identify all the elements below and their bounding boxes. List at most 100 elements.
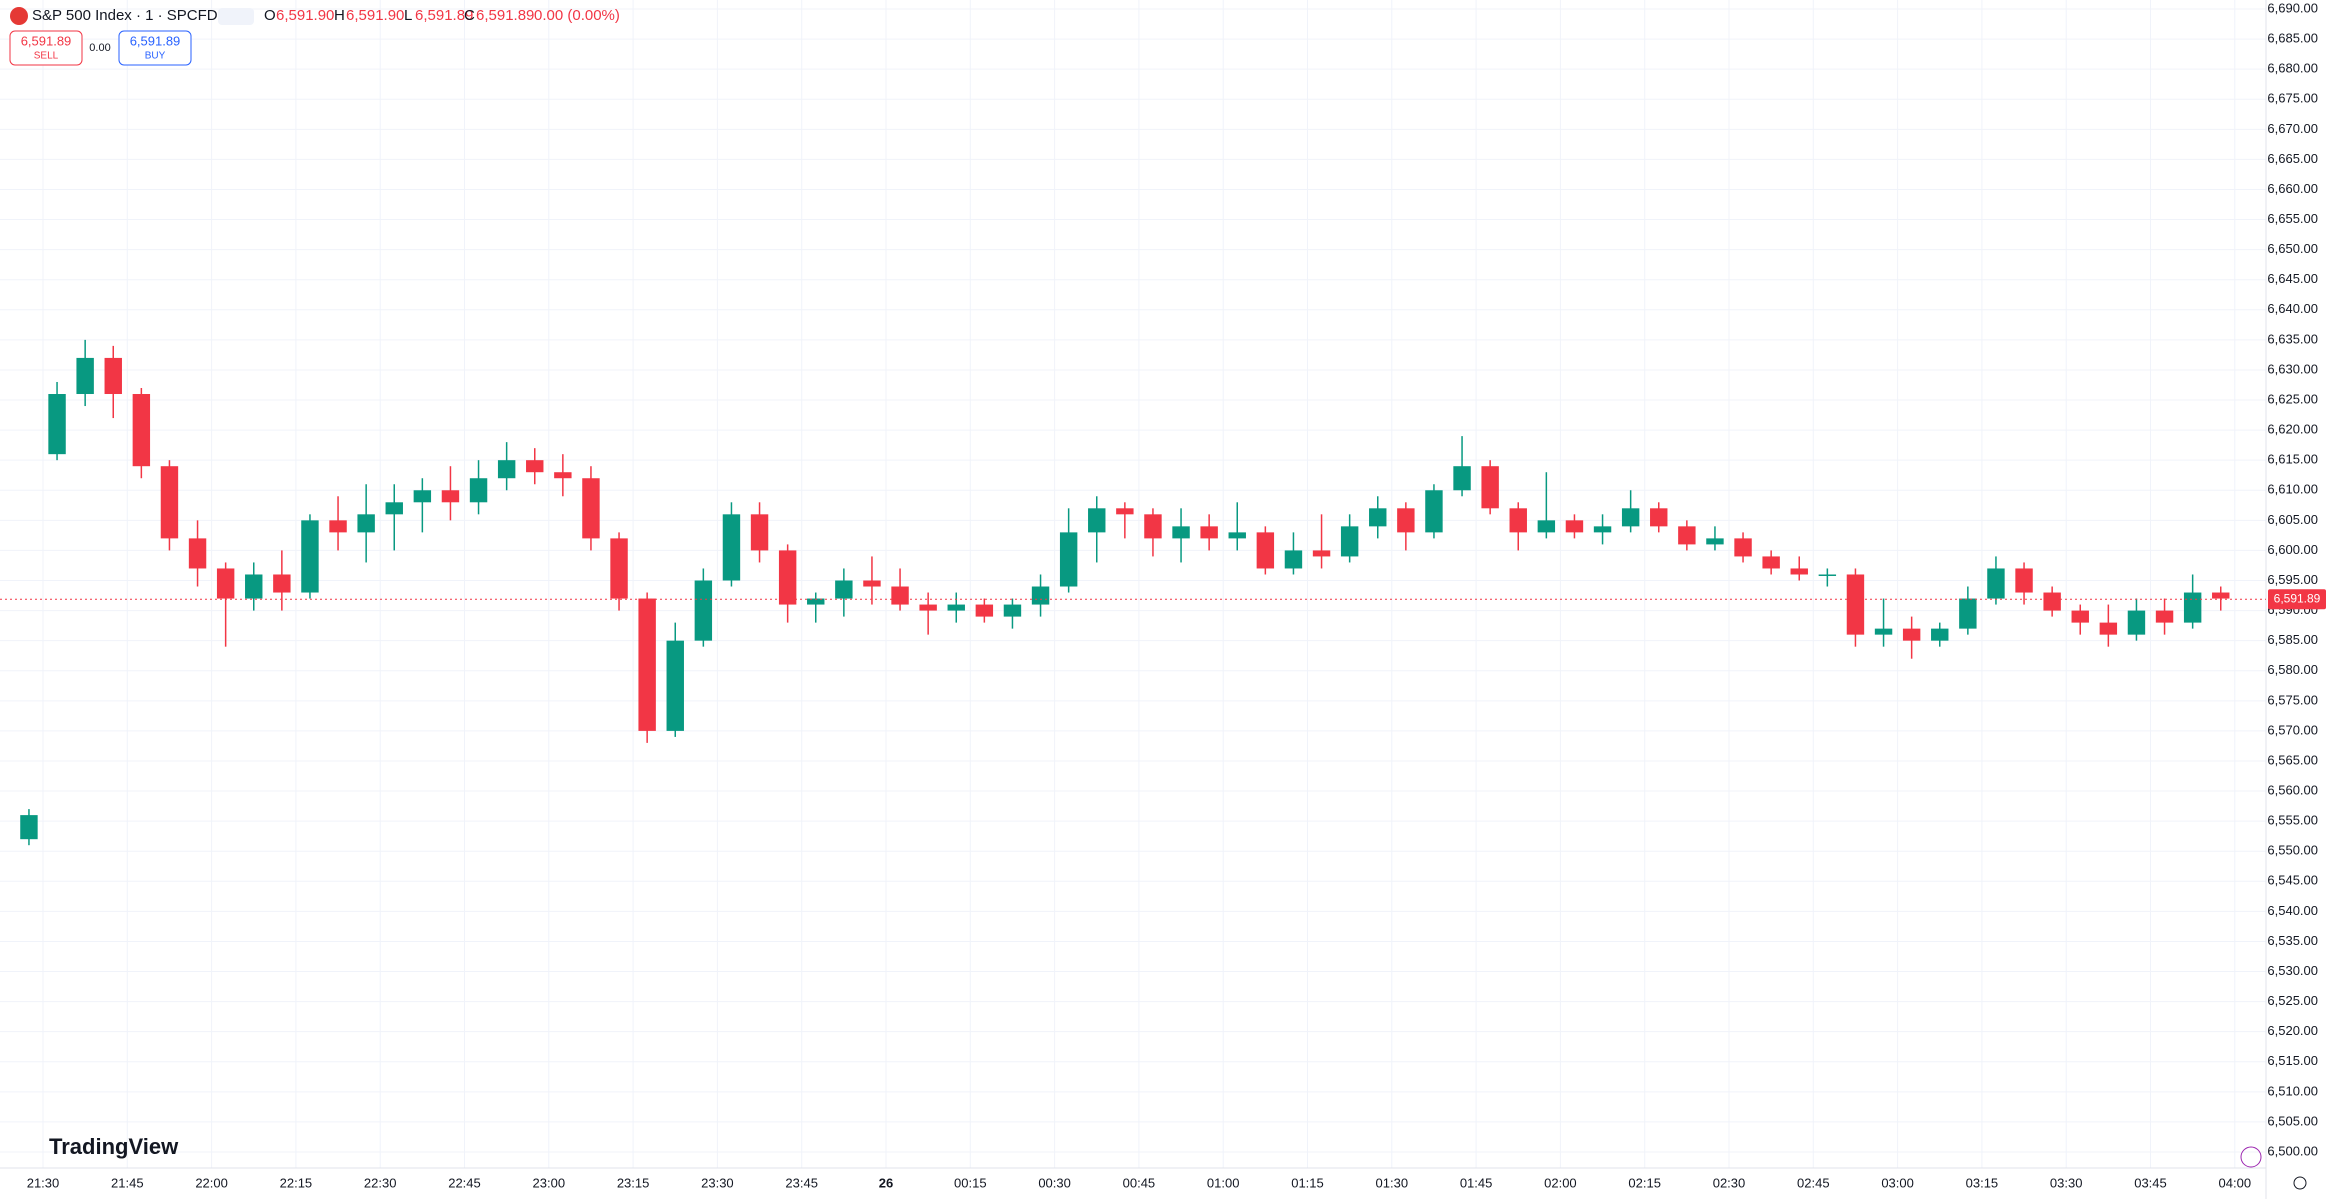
candle-body: [1453, 466, 1471, 491]
x-tick-label: 00:30: [1038, 1175, 1071, 1190]
candle-body: [1509, 508, 1527, 533]
candle-body: [919, 604, 937, 611]
candle-body: [441, 490, 460, 503]
candle-body: [2015, 568, 2033, 593]
candle-body: [1846, 574, 1865, 635]
x-tick-label: 01:30: [1376, 1175, 1409, 1190]
candle-body: [1650, 508, 1668, 527]
candle-body: [638, 598, 656, 731]
candle-body: [1284, 550, 1303, 569]
y-tick-label: 6,660.00: [2267, 181, 2318, 196]
spread: 0.00: [89, 42, 110, 54]
ohlc-h-value: 6,591.90: [346, 7, 404, 24]
candle-body: [722, 514, 741, 581]
x-tick-label: 22:45: [448, 1175, 481, 1190]
y-tick-label: 6,680.00: [2267, 61, 2318, 76]
x-tick-label: 21:45: [111, 1175, 144, 1190]
x-tick-label: 01:00: [1207, 1175, 1240, 1190]
candle-body: [1003, 604, 1022, 617]
candle-body: [2155, 610, 2174, 623]
candle-body: [1931, 628, 1949, 641]
candle-body: [750, 514, 769, 551]
candles: [20, 339, 2230, 846]
candle-body: [1565, 520, 1584, 533]
candle-body: [2071, 610, 2089, 623]
x-tick-label: 01:15: [1291, 1175, 1324, 1190]
candle-body: [778, 550, 797, 605]
y-tick-label: 6,505.00: [2267, 1113, 2318, 1128]
y-tick-label: 6,665.00: [2267, 151, 2318, 166]
candle-body: [2212, 592, 2230, 599]
candle-body: [2127, 610, 2146, 635]
candle-body: [1734, 538, 1752, 557]
buy-label: BUY: [145, 51, 166, 62]
x-tick-label: 03:45: [2134, 1175, 2167, 1190]
x-tick-label: 22:00: [195, 1175, 228, 1190]
y-tick-label: 6,640.00: [2267, 301, 2318, 316]
candle-body: [666, 640, 684, 731]
y-tick-label: 6,565.00: [2267, 752, 2318, 767]
candle-body: [1059, 532, 1078, 587]
x-tick-label: 00:15: [954, 1175, 987, 1190]
candle-body: [385, 502, 403, 515]
y-tick-label: 6,510.00: [2267, 1083, 2318, 1098]
candle-body: [1481, 466, 1499, 509]
candle-body: [1762, 556, 1780, 569]
last-price-label: 6,591.89: [2274, 591, 2321, 605]
y-tick-label: 6,575.00: [2267, 692, 2318, 707]
candle-body: [48, 394, 66, 455]
y-tick-label: 6,610.00: [2267, 482, 2318, 497]
ohlc-change: 0.00 (0.00%): [534, 7, 620, 24]
candle-body: [216, 568, 235, 599]
buy-button[interactable]: [118, 30, 192, 66]
candle-body: [20, 815, 38, 840]
x-tick-label: 23:00: [533, 1175, 566, 1190]
candle-body: [1537, 520, 1556, 533]
candle-body: [188, 538, 207, 569]
candle-body: [1116, 508, 1134, 515]
y-tick-label: 6,690.00: [2267, 0, 2318, 15]
y-tick-label: 6,645.00: [2267, 271, 2318, 286]
sell-price: 6,591.89: [21, 33, 72, 48]
y-tick-label: 6,560.00: [2267, 782, 2318, 797]
ohlc-h-label: H: [334, 7, 345, 24]
ohlc-o-label: O: [264, 7, 276, 24]
y-tick-label: 6,595.00: [2267, 572, 2318, 587]
lightning-icon[interactable]: [2240, 1146, 2262, 1168]
candle-body: [1369, 508, 1387, 527]
x-tick-label: 21:30: [27, 1175, 60, 1190]
x-tick-label: 23:15: [617, 1175, 650, 1190]
symbol-title[interactable]: S&P 500 Index · 1 · SPCFD: [32, 7, 218, 24]
candle-body: [357, 514, 375, 533]
brand-logo[interactable]: TradingView: [49, 1134, 179, 1159]
candle-body: [301, 520, 319, 593]
x-tick-label: 04:00: [2219, 1175, 2252, 1190]
sell-button[interactable]: [9, 30, 83, 66]
ohlc-c-value: 6,591.89: [476, 7, 534, 24]
ohlc-l-label: L: [404, 7, 412, 24]
x-tick-label: 23:45: [785, 1175, 818, 1190]
candle-body: [2043, 592, 2061, 611]
y-tick-label: 6,635.00: [2267, 331, 2318, 346]
y-tick-label: 6,620.00: [2267, 422, 2318, 437]
candle-body: [554, 472, 572, 479]
candle-body: [1340, 526, 1359, 557]
candle-body: [2183, 592, 2202, 623]
grid: [0, 0, 2266, 1168]
candle-body: [1593, 526, 1612, 533]
candle-body: [891, 586, 909, 605]
status-badge[interactable]: [218, 8, 254, 25]
candle-body: [1902, 628, 1921, 641]
x-tick-label: 26: [879, 1175, 893, 1190]
candle-body: [1959, 598, 1977, 629]
candle-body: [582, 478, 600, 539]
candle-body: [1987, 568, 2005, 599]
settings-icon[interactable]: [2293, 1176, 2307, 1190]
x-tick-label: 02:00: [1544, 1175, 1577, 1190]
ohlc-c-label: C: [464, 7, 475, 24]
y-tick-label: 6,500.00: [2267, 1143, 2318, 1158]
y-tick-label: 6,600.00: [2267, 542, 2318, 557]
candle-body: [329, 520, 347, 533]
